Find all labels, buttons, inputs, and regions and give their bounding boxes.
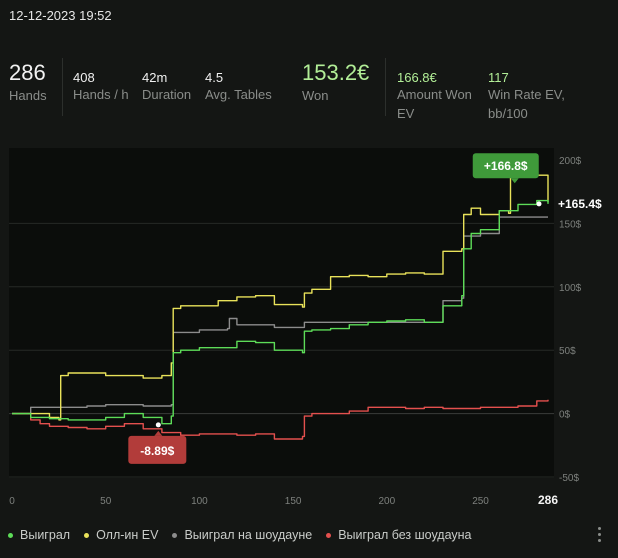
y-tick-label: 200$ [559, 156, 582, 167]
series-line-3 [12, 399, 549, 440]
legend-dot-icon [8, 532, 13, 538]
duration-value: 42m [142, 70, 168, 85]
legend-label: Олл-ин EV [96, 528, 159, 542]
avg-tables-value: 4.5 [205, 70, 224, 85]
hands-per-hour-value: 408 [73, 70, 95, 85]
y-tick-label: 0$ [559, 410, 571, 421]
end-value-label: +165.4$ [558, 197, 602, 211]
min-badge [128, 435, 187, 464]
chart-legend: Выиграл Олл-ин EV Выиграл на шоудауне Выигр… [8, 528, 486, 542]
amount-won-ev-value: 166.8€ [397, 70, 437, 85]
ev-max-badge-label: +166.8$ [484, 159, 528, 173]
legend-label: Выиграл [20, 528, 71, 542]
x-tick-label: 250 [472, 496, 489, 507]
series-lines [12, 172, 549, 440]
end-point-marker [536, 201, 542, 207]
x-tick-label: 50 [100, 496, 112, 507]
profit-chart[interactable]: 200$150$100$50$0$-50$0 50 100 150 200 250 286 … [0, 146, 618, 516]
legend-label: Выиграл на шоудауне [184, 528, 313, 542]
stat-hands: 286 Hands [9, 60, 47, 105]
legend-item[interactable]: Олл-ин EV [84, 528, 158, 542]
min-badge-pointer [154, 430, 163, 436]
y-tick-label: 150$ [559, 219, 582, 230]
x-tick-label: 200 [378, 496, 395, 507]
legend-dot-icon [326, 532, 332, 538]
y-tick-label: -50$ [559, 473, 579, 484]
series-line-0 [12, 199, 549, 425]
hands-per-hour-label: Hands / h [73, 87, 129, 102]
ev-max-badge [472, 153, 539, 179]
x-tick-label: 286 [538, 493, 558, 507]
plot-area [9, 148, 554, 478]
win-rate-ev-label-1: Win Rate EV, [488, 87, 565, 102]
x-tick-label: 150 [285, 496, 302, 507]
win-rate-ev-label-2: bb/100 [488, 106, 528, 121]
stat-duration: 42m Duration [142, 70, 191, 104]
legend-item[interactable]: Выиграл без шоудауна [326, 528, 472, 542]
amount-won-ev-label-2: EV [397, 106, 415, 121]
stats-divider [62, 58, 63, 116]
axis-ticks: 200$ 150$ 100$ 50$ 0$ -50$ 0 50 100 150 200 250 286 [9, 156, 581, 507]
chart-annotations: +166.8$ +165.4$ -8.89$ [128, 153, 602, 464]
legend-item[interactable]: Выиграл [8, 528, 70, 542]
win-rate-ev-value: 117 [488, 70, 509, 85]
x-tick-label: 100 [191, 496, 208, 507]
hands-label: Hands [9, 88, 47, 103]
legend-dot-icon [84, 532, 90, 538]
stat-avg-tables: 4.5 Avg. Tables [205, 70, 272, 104]
min-point-marker [155, 422, 161, 428]
ev-max-badge-pointer [510, 178, 519, 184]
avg-tables-label: Avg. Tables [205, 87, 272, 102]
series-line-1 [12, 172, 549, 421]
stats-divider [385, 58, 386, 116]
won-value: 153.2€ [302, 60, 370, 85]
stat-hands-per-hour: 408 Hands / h [73, 70, 129, 104]
hands-value: 286 [9, 60, 46, 85]
stat-amount-won-ev: 166.8€ Amount Won EV [397, 70, 472, 123]
won-label: Won [302, 88, 329, 103]
stat-win-rate-ev: 117 Win Rate EV, bb/100 [488, 70, 565, 123]
x-tick-label: 0 [9, 496, 15, 507]
legend-item[interactable]: Выиграл на шоудауне [172, 528, 312, 542]
session-datetime: 12-12-2023 19:52 [9, 8, 112, 23]
stat-won: 153.2€ Won [302, 60, 369, 105]
series-line-2 [12, 216, 548, 415]
amount-won-ev-label-1: Amount Won [397, 87, 472, 102]
min-badge-label: -8.89$ [140, 444, 174, 458]
y-tick-label: 50$ [559, 346, 576, 357]
legend-label: Выиграл без шоудауна [338, 528, 472, 542]
more-vertical-icon[interactable] [592, 524, 606, 544]
legend-dot-icon [172, 532, 178, 538]
y-tick-label: 100$ [559, 283, 582, 294]
duration-label: Duration [142, 87, 192, 102]
